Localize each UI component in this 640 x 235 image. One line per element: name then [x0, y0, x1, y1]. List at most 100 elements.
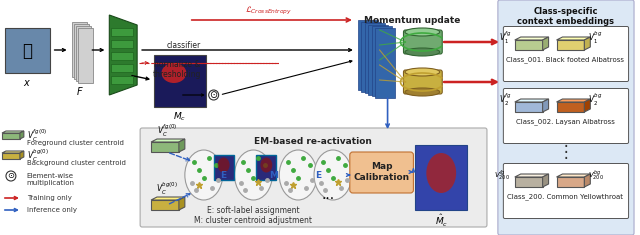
- Text: $V_C^{bg(0)}$: $V_C^{bg(0)}$: [156, 181, 178, 197]
- Text: $x$: $x$: [23, 78, 31, 88]
- Ellipse shape: [161, 63, 186, 83]
- Text: E: E: [221, 171, 227, 180]
- Text: classifier: classifier: [167, 41, 201, 50]
- FancyBboxPatch shape: [365, 23, 385, 93]
- Text: 🦢: 🦢: [22, 42, 32, 60]
- Polygon shape: [543, 99, 548, 112]
- Polygon shape: [557, 40, 584, 50]
- Text: Map
Calibration: Map Calibration: [353, 162, 410, 182]
- Text: $V_1^{bg}$: $V_1^{bg}$: [588, 30, 603, 46]
- Polygon shape: [20, 131, 24, 139]
- Polygon shape: [584, 37, 590, 50]
- Polygon shape: [151, 139, 185, 142]
- Text: normalize &
thresholding: normalize & thresholding: [153, 60, 201, 79]
- Text: $V_{200}^{fg}$: $V_{200}^{fg}$: [494, 168, 510, 182]
- FancyBboxPatch shape: [76, 26, 92, 81]
- Text: $V_1^{fg}$: $V_1^{fg}$: [499, 30, 512, 46]
- FancyBboxPatch shape: [111, 40, 133, 48]
- Ellipse shape: [405, 68, 440, 76]
- FancyBboxPatch shape: [503, 164, 628, 219]
- FancyBboxPatch shape: [214, 155, 234, 180]
- Text: $V_C^{fg(0)}$: $V_C^{fg(0)}$: [27, 128, 47, 144]
- Polygon shape: [557, 99, 590, 102]
- Polygon shape: [515, 102, 543, 112]
- Polygon shape: [151, 200, 179, 210]
- Text: EM-based re-activation: EM-based re-activation: [254, 137, 372, 146]
- Ellipse shape: [314, 150, 352, 200]
- Text: M: M: [269, 171, 278, 180]
- FancyBboxPatch shape: [368, 24, 388, 94]
- FancyBboxPatch shape: [503, 27, 628, 82]
- Text: $V_{200}^{bg}$: $V_{200}^{bg}$: [588, 168, 604, 182]
- FancyBboxPatch shape: [77, 28, 93, 83]
- Polygon shape: [557, 174, 590, 177]
- Text: $F$: $F$: [76, 85, 83, 97]
- Polygon shape: [20, 151, 24, 159]
- FancyBboxPatch shape: [257, 155, 276, 180]
- Text: $V_2^{bg}$: $V_2^{bg}$: [588, 92, 603, 108]
- FancyBboxPatch shape: [74, 24, 90, 79]
- Text: Class_002. Laysan Albatross: Class_002. Laysan Albatross: [516, 118, 615, 125]
- FancyBboxPatch shape: [111, 28, 133, 36]
- Text: $V_2^{fg}$: $V_2^{fg}$: [499, 92, 512, 108]
- Text: Element-wise: Element-wise: [27, 173, 74, 179]
- Text: Class_200. Common Yellowthroat: Class_200. Common Yellowthroat: [508, 193, 623, 200]
- Polygon shape: [515, 174, 548, 177]
- Polygon shape: [151, 142, 179, 152]
- Text: E: soft-label assignment
M: cluster centroid adjustment: E: soft-label assignment M: cluster cent…: [195, 206, 312, 225]
- Text: E: E: [315, 171, 321, 180]
- FancyBboxPatch shape: [154, 55, 205, 107]
- Ellipse shape: [426, 153, 456, 193]
- Text: ⊙: ⊙: [8, 172, 15, 180]
- Polygon shape: [557, 177, 584, 187]
- Ellipse shape: [234, 150, 272, 200]
- Polygon shape: [543, 174, 548, 187]
- Polygon shape: [557, 37, 590, 40]
- FancyBboxPatch shape: [358, 20, 378, 90]
- Ellipse shape: [405, 28, 440, 36]
- Circle shape: [209, 90, 219, 100]
- Polygon shape: [584, 174, 590, 187]
- Ellipse shape: [405, 48, 440, 56]
- Text: $V_C^{bg(0)}$: $V_C^{bg(0)}$: [27, 148, 49, 164]
- Text: ⋮: ⋮: [557, 143, 574, 161]
- FancyBboxPatch shape: [403, 70, 442, 94]
- Text: $\mathcal{L}_{CrossEntropy}$: $\mathcal{L}_{CrossEntropy}$: [244, 5, 292, 17]
- Polygon shape: [2, 153, 20, 159]
- FancyBboxPatch shape: [372, 26, 392, 96]
- FancyBboxPatch shape: [111, 76, 133, 84]
- Polygon shape: [179, 139, 185, 152]
- Polygon shape: [515, 40, 543, 50]
- FancyBboxPatch shape: [375, 27, 395, 98]
- Polygon shape: [543, 37, 548, 50]
- Text: Momentum update: Momentum update: [364, 16, 461, 25]
- Polygon shape: [151, 197, 185, 200]
- Ellipse shape: [279, 150, 317, 200]
- Ellipse shape: [218, 157, 230, 172]
- Text: Foreground cluster centroid: Foreground cluster centroid: [27, 140, 124, 146]
- Polygon shape: [2, 151, 24, 153]
- Text: $M_c$: $M_c$: [173, 110, 186, 122]
- Text: $\hat{M}_c$: $\hat{M}_c$: [435, 213, 448, 229]
- Polygon shape: [109, 15, 137, 95]
- Polygon shape: [2, 131, 24, 133]
- FancyBboxPatch shape: [503, 89, 628, 144]
- FancyBboxPatch shape: [140, 128, 487, 227]
- Text: Class_001. Black footed Albatross: Class_001. Black footed Albatross: [506, 56, 625, 63]
- Polygon shape: [515, 177, 543, 187]
- FancyBboxPatch shape: [72, 22, 88, 77]
- FancyBboxPatch shape: [403, 30, 442, 54]
- Text: ⊙: ⊙: [210, 90, 218, 100]
- Text: ...: ...: [321, 188, 335, 202]
- FancyBboxPatch shape: [111, 64, 133, 72]
- FancyBboxPatch shape: [361, 21, 381, 91]
- Ellipse shape: [260, 157, 272, 172]
- Polygon shape: [515, 99, 548, 102]
- FancyBboxPatch shape: [498, 0, 634, 235]
- FancyBboxPatch shape: [111, 52, 133, 60]
- Text: Class-specific
context embeddings: Class-specific context embeddings: [517, 7, 614, 26]
- Text: Inference only: Inference only: [27, 207, 77, 213]
- Polygon shape: [2, 133, 20, 139]
- Text: multiplication: multiplication: [27, 180, 75, 186]
- Polygon shape: [584, 99, 590, 112]
